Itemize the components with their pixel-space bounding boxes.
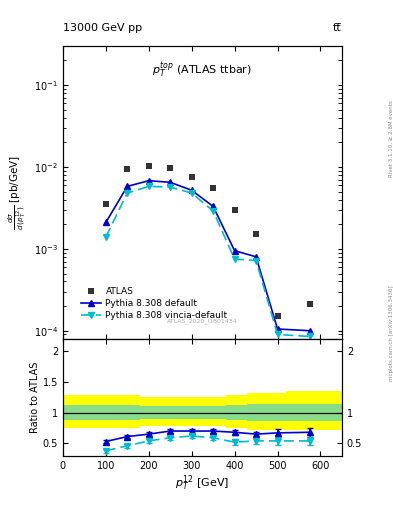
Pythia 8.308 vincia-default — [211, 208, 215, 214]
Text: tt̅: tt̅ — [333, 23, 342, 33]
Line: Pythia 8.308 default: Pythia 8.308 default — [103, 178, 313, 334]
Text: $p_T^{top}$ (ATLAS ttbar): $p_T^{top}$ (ATLAS ttbar) — [152, 61, 252, 80]
Text: mcplots.cern.ch [arXiv:1306.3436]: mcplots.cern.ch [arXiv:1306.3436] — [389, 285, 393, 380]
Pythia 8.308 vincia-default — [103, 234, 108, 240]
Pythia 8.308 default — [275, 326, 280, 332]
ATLAS — [125, 166, 130, 172]
Pythia 8.308 default — [103, 220, 108, 226]
ATLAS — [103, 201, 108, 207]
Pythia 8.308 vincia-default — [232, 256, 237, 262]
Pythia 8.308 vincia-default — [125, 190, 130, 196]
Y-axis label: Ratio to ATLAS: Ratio to ATLAS — [30, 361, 40, 433]
Pythia 8.308 default — [189, 187, 194, 194]
ATLAS — [232, 207, 237, 213]
Pythia 8.308 default — [232, 248, 237, 254]
Line: ATLAS: ATLAS — [102, 163, 313, 320]
Pythia 8.308 vincia-default — [146, 183, 151, 189]
X-axis label: $p_T^{12}$ [GeV]: $p_T^{12}$ [GeV] — [175, 473, 230, 493]
Pythia 8.308 default — [146, 178, 151, 184]
Pythia 8.308 default — [307, 328, 312, 334]
Pythia 8.308 default — [254, 254, 259, 260]
Text: 13000 GeV pp: 13000 GeV pp — [63, 23, 142, 33]
Y-axis label: $\frac{d\sigma}{d\,(p_T^{12})}\ \mathrm{[pb/GeV]}$: $\frac{d\sigma}{d\,(p_T^{12})}\ \mathrm{… — [6, 155, 28, 230]
ATLAS — [146, 163, 151, 169]
Pythia 8.308 default — [125, 183, 130, 189]
Pythia 8.308 default — [168, 179, 173, 185]
ATLAS — [189, 174, 194, 180]
Pythia 8.308 vincia-default — [307, 333, 312, 339]
ATLAS — [211, 185, 215, 191]
ATLAS — [254, 231, 259, 238]
Legend: ATLAS, Pythia 8.308 default, Pythia 8.308 vincia-default: ATLAS, Pythia 8.308 default, Pythia 8.30… — [77, 283, 231, 324]
Pythia 8.308 default — [211, 203, 215, 209]
Text: ATLAS_2020_I1801434: ATLAS_2020_I1801434 — [167, 318, 238, 324]
ATLAS — [307, 301, 312, 307]
Pythia 8.308 vincia-default — [168, 184, 173, 190]
Text: Rivet 3.1.10, ≥ 2.8M events: Rivet 3.1.10, ≥ 2.8M events — [389, 100, 393, 177]
Pythia 8.308 vincia-default — [254, 258, 259, 264]
ATLAS — [168, 165, 173, 171]
Line: Pythia 8.308 vincia-default: Pythia 8.308 vincia-default — [103, 183, 313, 339]
Pythia 8.308 vincia-default — [275, 331, 280, 337]
Pythia 8.308 vincia-default — [189, 190, 194, 196]
ATLAS — [275, 313, 280, 319]
